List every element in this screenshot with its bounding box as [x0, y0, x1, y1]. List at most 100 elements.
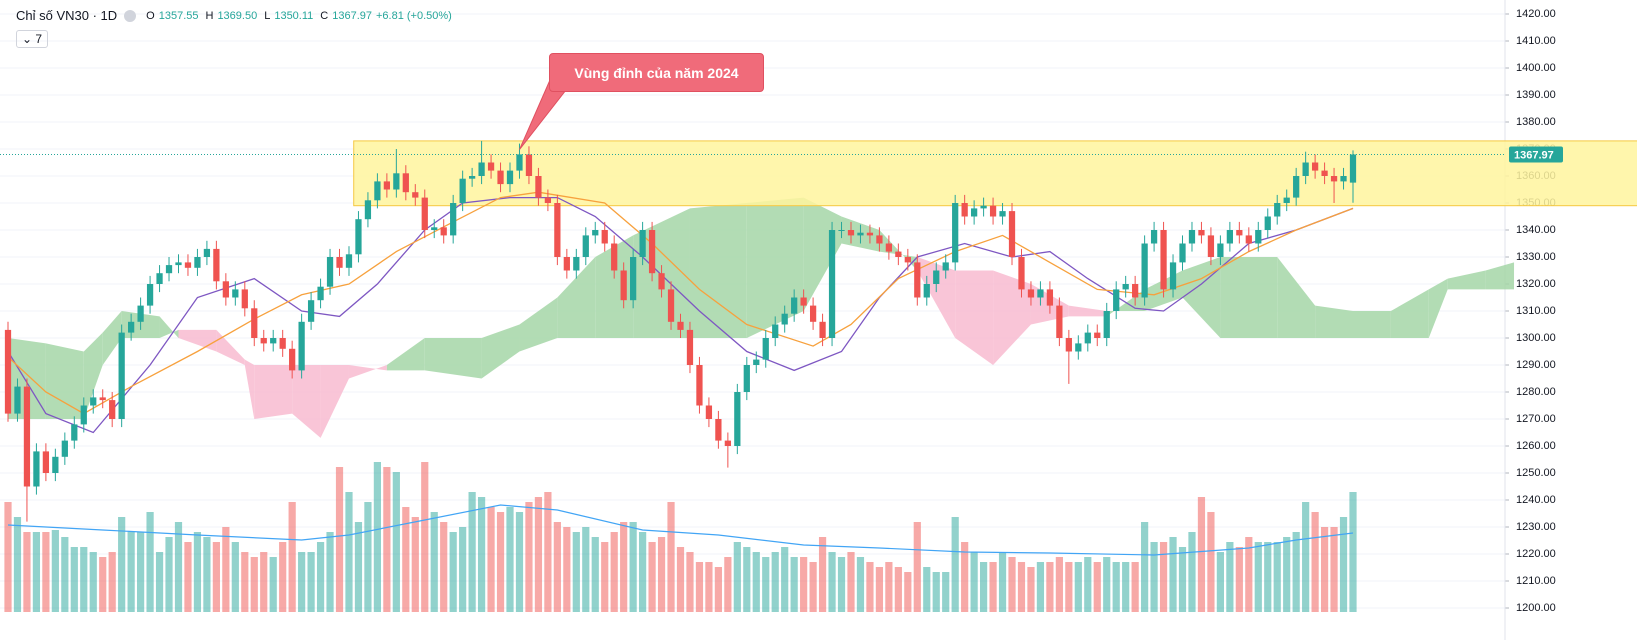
candle-body — [1188, 230, 1196, 244]
candle-body — [1236, 230, 1243, 236]
cloud-segment — [519, 297, 558, 352]
candle-body — [137, 305, 144, 322]
volume-bar — [714, 567, 722, 612]
ohlc-label: C — [320, 9, 329, 22]
candle-body — [1311, 162, 1319, 171]
candle-body — [1027, 289, 1035, 298]
volume-bar — [411, 517, 419, 612]
y-tick-label: 1390.00 — [1516, 89, 1556, 101]
y-tick-label: 1320.00 — [1516, 278, 1556, 290]
volume-bar — [790, 557, 798, 612]
volume-bar — [667, 502, 675, 612]
candle-body — [222, 281, 229, 298]
volume-bar — [1264, 542, 1272, 612]
legend-header: Chỉ số VN30 · 1D O 1357.55 H 1369.50 L 1350… — [16, 8, 452, 23]
candle-body — [99, 397, 106, 401]
candle-body — [213, 248, 220, 282]
volume-bar — [307, 552, 315, 612]
candle-body — [1084, 332, 1091, 344]
volume-bar — [70, 547, 78, 612]
cloud-segment — [386, 338, 425, 371]
cloud-segment — [689, 203, 747, 338]
ohlc-label: O — [146, 9, 155, 22]
ohlc-value: 1357.55 — [158, 9, 199, 22]
volume-bar — [1103, 557, 1111, 612]
candle-body — [630, 257, 637, 301]
volume-bar — [316, 542, 325, 612]
candle-body — [1264, 216, 1271, 230]
annotation: Vùng đỉnh của năm 2024 — [549, 53, 764, 92]
volume-bar — [137, 532, 145, 612]
candle-body — [1302, 162, 1309, 176]
cloud-segment — [1068, 305, 1107, 317]
candle-body — [1037, 289, 1044, 298]
candle-body — [639, 230, 646, 257]
volume-bar — [1330, 527, 1338, 612]
volume-bar — [1254, 542, 1262, 612]
candle-body — [468, 176, 476, 179]
candle-body — [611, 243, 618, 271]
candle-body — [90, 397, 97, 406]
candle-body — [1056, 305, 1063, 338]
candle-body — [128, 321, 135, 333]
candle-body — [847, 230, 855, 236]
candle-body — [1141, 243, 1148, 298]
change: +6.81 (+0.50%) — [376, 9, 452, 22]
volume-bar — [904, 572, 912, 612]
volume-bar — [1112, 562, 1120, 612]
volume-bar — [345, 492, 353, 612]
volume-bar — [1017, 562, 1026, 612]
y-tick-label: 1270.00 — [1516, 413, 1556, 425]
candle-body — [781, 313, 788, 325]
candle-body — [450, 203, 457, 236]
candle-body — [582, 235, 589, 257]
volume-bar — [856, 557, 865, 612]
volume-bar — [392, 472, 400, 612]
candle-body — [914, 262, 921, 298]
volume-bar — [459, 527, 467, 612]
volume-bar — [1036, 562, 1045, 612]
indicator-toggle[interactable]: ⌄ 7 — [16, 30, 49, 48]
y-tick-label: 1250.00 — [1516, 467, 1556, 479]
volume-ma-line — [7, 504, 1354, 556]
candle-body — [478, 162, 485, 176]
candle-body — [232, 289, 239, 298]
volume-bar — [1178, 547, 1187, 612]
volume-bar — [847, 552, 855, 612]
eye-icon[interactable] — [121, 9, 139, 23]
volume-bar — [1093, 562, 1101, 612]
volume-bar — [629, 522, 637, 612]
volume-bar — [1349, 492, 1357, 612]
candle-body — [1160, 230, 1167, 290]
volume-bar — [1074, 562, 1082, 612]
candle-body — [118, 332, 125, 419]
volume-bar — [563, 527, 571, 612]
candle-body — [800, 297, 807, 306]
candle-body — [1065, 338, 1072, 352]
candle-body — [980, 205, 987, 209]
candle-body — [1179, 243, 1186, 263]
volume-bar — [676, 547, 685, 612]
candle-body — [421, 197, 428, 230]
candle-body — [251, 308, 258, 338]
candle-body — [326, 257, 334, 287]
candle-body — [1340, 176, 1347, 182]
candle-body — [648, 230, 656, 274]
y-tick-label: 1280.00 — [1516, 386, 1556, 398]
candle-body — [402, 173, 409, 193]
volume-bar — [13, 517, 22, 612]
volume-bar — [970, 552, 978, 612]
volume-bar — [51, 530, 59, 612]
indicator-count: 7 — [35, 32, 43, 46]
candle-body — [260, 338, 267, 344]
cloud-segment — [1277, 257, 1316, 338]
candle-body — [1094, 332, 1101, 338]
volume-bar — [373, 462, 382, 612]
volume-bar — [80, 547, 88, 612]
candle-body — [1122, 284, 1129, 290]
volume-bar — [165, 537, 173, 612]
volume-bar — [534, 497, 543, 612]
volume-bar — [705, 562, 713, 612]
candle-body — [971, 208, 978, 217]
volume-bar — [752, 552, 760, 612]
